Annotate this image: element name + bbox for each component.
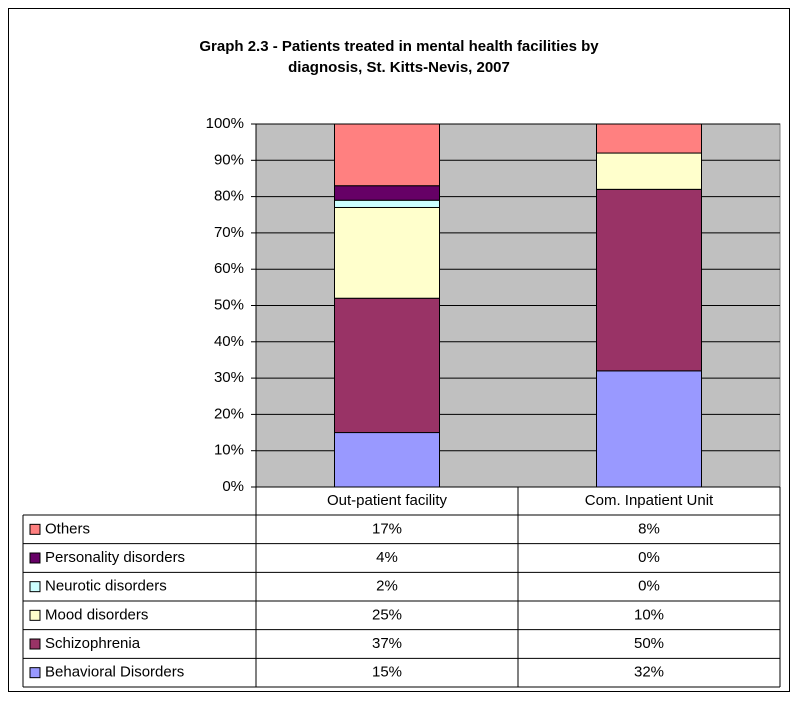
y-tick-label: 40% (214, 333, 244, 350)
bar-segment (334, 206, 440, 299)
legend-swatch (29, 581, 41, 593)
bar-segment (596, 123, 702, 154)
legend-label: Schizophrenia (45, 635, 141, 652)
data-label: 25% (372, 606, 402, 623)
chart-title: diagnosis, St. Kitts-Nevis, 2007 (288, 59, 510, 76)
data-label: 17% (372, 520, 402, 537)
y-tick-label: 60% (214, 260, 244, 277)
x-tick-label: Com. Inpatient Unit (585, 492, 714, 509)
y-tick-label: 0% (222, 478, 244, 495)
bar-segment (596, 152, 702, 190)
y-tick-label: 90% (214, 151, 244, 168)
bar-segment (596, 370, 702, 488)
bar-segment (334, 199, 440, 208)
bar-segment (596, 188, 702, 372)
legend-swatch (29, 552, 41, 564)
bar-segment (334, 297, 440, 434)
data-label: 37% (372, 635, 402, 652)
bar-segment (334, 432, 440, 488)
y-tick-label: 70% (214, 224, 244, 241)
y-tick-label: 50% (214, 296, 244, 313)
data-label: 50% (634, 635, 664, 652)
y-tick-label: 80% (214, 188, 244, 205)
y-tick-label: 10% (214, 442, 244, 459)
legend-swatch (29, 609, 41, 621)
data-label: 2% (376, 578, 398, 595)
legend-label: Others (45, 520, 90, 537)
legend-label: Neurotic disorders (45, 578, 167, 595)
y-tick-label: 100% (206, 115, 244, 132)
legend-label: Behavioral Disorders (45, 664, 184, 681)
x-tick-label: Out-patient facility (327, 492, 448, 509)
data-label: 0% (638, 549, 660, 566)
legend-swatch (29, 523, 41, 535)
bar-segment (334, 123, 440, 187)
data-label: 4% (376, 549, 398, 566)
legend-label: Mood disorders (45, 606, 148, 623)
chart-title: Graph 2.3 - Patients treated in mental h… (199, 38, 599, 55)
bar-segment (334, 185, 440, 201)
y-tick-label: 30% (214, 369, 244, 386)
data-label: 0% (638, 578, 660, 595)
y-tick-label: 20% (214, 405, 244, 422)
data-label: 32% (634, 664, 664, 681)
legend-swatch (29, 638, 41, 650)
data-label: 15% (372, 664, 402, 681)
data-label: 8% (638, 520, 660, 537)
data-label: 10% (634, 606, 664, 623)
legend-label: Personality disorders (45, 549, 185, 566)
legend-swatch (29, 667, 41, 679)
